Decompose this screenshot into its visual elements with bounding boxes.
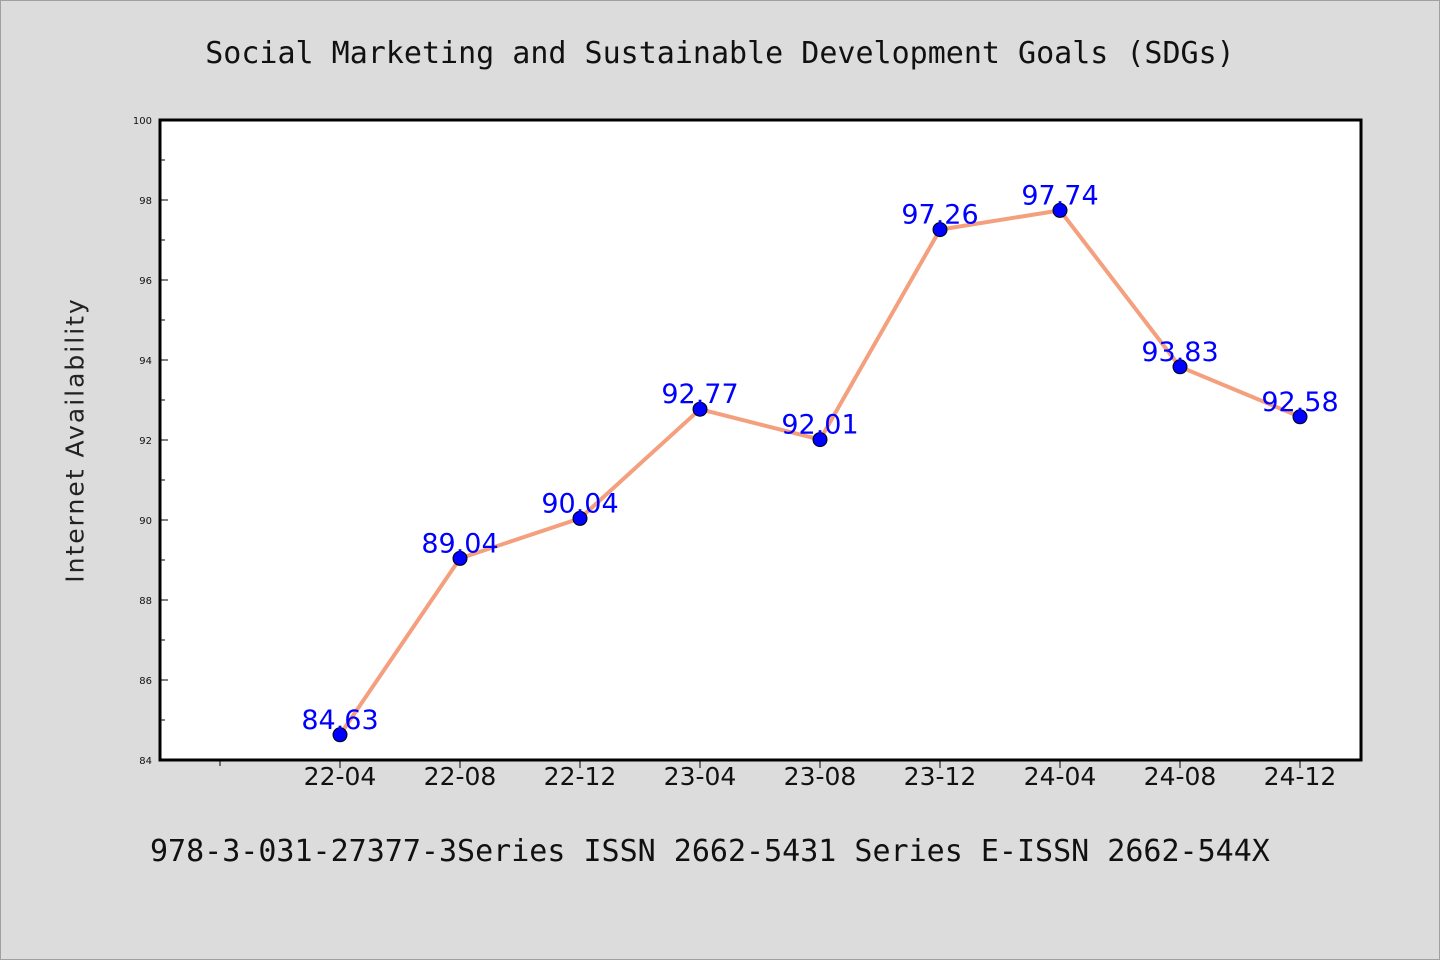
data-label: 89.04: [421, 528, 498, 559]
x-tick-label: 24-12: [1264, 762, 1337, 791]
y-tick-label: 98: [139, 196, 152, 207]
x-tick-label: 22-04: [304, 762, 377, 791]
x-tick-label: 23-12: [904, 762, 977, 791]
x-tick-label: 22-08: [424, 762, 497, 791]
y-tick-label: 100: [133, 116, 152, 127]
data-point: [1052, 202, 1068, 218]
data-label: 92.01: [781, 410, 858, 441]
data-label: 97.74: [1021, 180, 1098, 211]
y-tick-label: 84: [139, 756, 152, 767]
data-label: 84.63: [301, 705, 378, 736]
chart-title: Social Marketing and Sustainable Develop…: [205, 36, 1235, 71]
data-point: [1172, 359, 1188, 375]
plot-area: [158, 118, 1363, 762]
data-label: 93.83: [1141, 337, 1218, 368]
x-tick-label: 24-04: [1024, 762, 1097, 791]
y-tick-label: 92: [139, 436, 152, 447]
data-point: [932, 222, 948, 238]
y-tick-label: 86: [139, 676, 152, 687]
data-point: [812, 432, 828, 448]
x-tick-label: 23-04: [664, 762, 737, 791]
y-tick-label: 90: [139, 516, 152, 527]
y-tick-label: 96: [139, 276, 152, 287]
x-tick-label: 24-08: [1144, 762, 1217, 791]
x-axis-ticks: 22-04 22-08 22-12 23-04 23-08 23-12 24-04 24-08…: [219, 760, 1337, 791]
data-label: 92.77: [661, 379, 738, 410]
data-label: 92.58: [1261, 387, 1338, 418]
x-tick-label: 22-12: [544, 762, 617, 791]
y-axis-ticks: 84 86 88 90 92 94 96 98 100: [133, 116, 168, 767]
x-tick-label: 23-08: [784, 762, 857, 791]
data-point: [452, 550, 468, 566]
data-point: [692, 401, 708, 417]
footer-isbn-text: 978-3-031-27377-3Series ISSN 2662-5431 S…: [150, 834, 1270, 869]
y-tick-label: 88: [139, 596, 152, 607]
data-label: 90.04: [541, 488, 618, 519]
data-series: 84.63 89.04 90.04 92.77 92.01 97.26 97.74 93.83…: [301, 180, 1339, 743]
data-point: [572, 510, 588, 526]
data-point: [332, 727, 348, 743]
data-label: 97.26: [901, 200, 978, 231]
data-point: [1292, 409, 1308, 425]
y-tick-label: 94: [139, 356, 152, 367]
